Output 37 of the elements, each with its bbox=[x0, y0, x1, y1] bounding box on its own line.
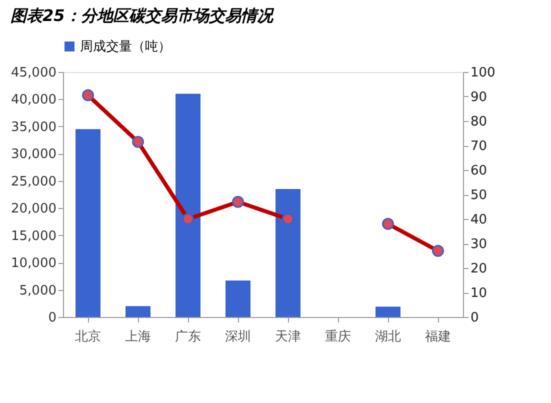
y2-tick-label: 80 bbox=[470, 114, 488, 130]
bar bbox=[276, 189, 300, 317]
x-tick-label: 湖北 bbox=[375, 330, 401, 344]
legend-label: 周成交量（吨） bbox=[80, 38, 171, 54]
x-tick-label: 福建 bbox=[425, 330, 451, 344]
y-tick-label: 45,000 bbox=[11, 66, 56, 80]
x-tick-label: 深圳 bbox=[225, 330, 251, 344]
y2-tick-label: 10 bbox=[470, 286, 488, 301]
x-tick-label: 天津 bbox=[275, 330, 301, 344]
bar bbox=[376, 306, 400, 317]
y-tick-label: 5,000 bbox=[19, 283, 56, 298]
bar bbox=[76, 129, 100, 317]
x-tick-label: 重庆 bbox=[325, 330, 351, 344]
y-tick-label: 35,000 bbox=[11, 120, 56, 135]
y2-tick-label: 0 bbox=[470, 310, 479, 326]
y2-tick-label: 60 bbox=[470, 164, 488, 178]
y-tick-label: 40,000 bbox=[11, 92, 56, 108]
bar bbox=[176, 94, 200, 317]
y2-tick-label: 100 bbox=[470, 66, 496, 80]
y2-tick-label: 30 bbox=[470, 237, 488, 252]
y2-tick-label: 70 bbox=[470, 139, 488, 154]
bar bbox=[226, 280, 250, 317]
y2-tick-label: 20 bbox=[470, 262, 488, 276]
y-tick-label: 20,000 bbox=[11, 202, 56, 217]
chart-title: 图表25：分地区碳交易市场交易情况 bbox=[10, 6, 275, 25]
y2-tick-label: 50 bbox=[470, 188, 488, 203]
x-tick-label: 上海 bbox=[125, 330, 151, 344]
y2-tick-label: 90 bbox=[470, 90, 488, 105]
y-tick-label: 25,000 bbox=[11, 174, 56, 190]
y-tick-label: 30,000 bbox=[11, 147, 56, 162]
y-tick-label: 10,000 bbox=[11, 256, 56, 272]
y2-tick-label: 40 bbox=[470, 212, 488, 228]
y-tick-label: 15,000 bbox=[11, 228, 56, 244]
x-tick-label: 北京 bbox=[75, 330, 101, 344]
bar bbox=[126, 306, 150, 317]
y-tick-label: 0 bbox=[48, 310, 56, 326]
x-tick-label: 广东 bbox=[175, 330, 201, 344]
